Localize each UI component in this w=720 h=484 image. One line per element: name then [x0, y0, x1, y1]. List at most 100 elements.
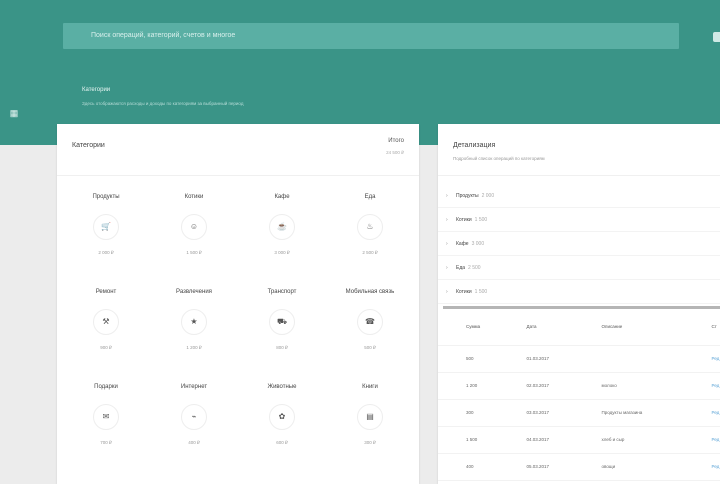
cell-sum: 500	[438, 345, 527, 373]
category-name: Ремонт	[95, 289, 117, 295]
category-value: 1 200 ₽	[186, 345, 202, 350]
star-icon: ★	[181, 309, 207, 335]
cell-desc: молоко	[601, 372, 712, 400]
total-label: Итого	[388, 138, 404, 144]
list-item-sum: 3 000	[471, 240, 485, 247]
category-value: 500 ₽	[364, 345, 376, 350]
category-value: 700 ₽	[100, 440, 112, 445]
phone-icon: ☎	[357, 309, 383, 335]
category-item[interactable]: Котики ☺ 1 500 ₽	[150, 190, 238, 285]
category-name: Книги	[362, 384, 378, 390]
page-subtitle: Здесь отображаются расходы и доходы по к…	[82, 101, 244, 106]
chevron-right-icon: ›	[446, 216, 448, 223]
category-name: Мобильная связь	[345, 289, 395, 295]
category-name: Еда	[364, 194, 376, 200]
cell-date: 03.03.2017	[526, 399, 602, 427]
category-item[interactable]: Транспорт ⛟ 800 ₽	[238, 285, 326, 380]
list-item[interactable]: › Еда 2 500	[438, 256, 720, 280]
category-value: 1 500 ₽	[186, 250, 202, 255]
category-name: Транспорт	[267, 289, 297, 295]
edit-link[interactable]: Ред	[711, 453, 720, 481]
category-item[interactable]: Книги ▤ 300 ₽	[326, 380, 414, 475]
category-name: Кафе	[274, 194, 290, 200]
card-title: Детализация	[453, 142, 496, 149]
cell-date: 02.03.2017	[526, 372, 602, 400]
table-row: 1 200 02.03.2017 молоко Ред	[438, 372, 720, 400]
list-item[interactable]: › Котики 1 500	[438, 280, 720, 304]
list-item[interactable]: › Продукты 2 000	[438, 184, 720, 208]
category-item[interactable]: Интернет ⌁ 400 ₽	[150, 380, 238, 475]
edit-link[interactable]: Ред	[711, 399, 720, 427]
category-item[interactable]: Продукты 🛒 2 000 ₽	[62, 190, 150, 285]
cell-date: 05.03.2017	[526, 453, 602, 481]
cell-desc: хлеб и сыр	[601, 426, 712, 454]
chevron-right-icon: ›	[446, 288, 448, 295]
hammer-icon: ⚒	[93, 309, 119, 335]
card-title: Категории	[72, 142, 105, 149]
category-item[interactable]: Животные ✿ 600 ₽	[238, 380, 326, 475]
table-row: 300 03.03.2017 Продукты магазина Ред	[438, 399, 720, 427]
cell-sum: 1 500	[438, 426, 527, 454]
cell-desc	[601, 345, 712, 373]
card-subtitle: Подробный список операций по категориям	[453, 156, 545, 161]
cell-sum: 300	[438, 399, 527, 427]
category-value: 600 ₽	[276, 440, 288, 445]
edit-link[interactable]: Ред	[711, 345, 720, 373]
table-row: 1 500 04.03.2017 хлеб и сыр Ред	[438, 426, 720, 454]
category-name: Продукты	[92, 194, 120, 200]
chevron-right-icon: ›	[446, 264, 448, 271]
category-value: 300 ₽	[364, 440, 376, 445]
cell-date: 04.03.2017	[526, 426, 602, 454]
cell-desc: Продукты магазина	[601, 399, 712, 427]
book-icon: ▤	[357, 404, 383, 430]
list-item-sum: 2 500	[468, 264, 481, 271]
cart-icon: 🛒	[93, 214, 119, 240]
cell-date: 01.03.2017	[526, 345, 602, 373]
list-item-sum: 1 500	[474, 216, 488, 223]
cup-icon: ☕	[269, 214, 295, 240]
list-item-name: Котики	[456, 216, 472, 223]
chevron-right-icon: ›	[446, 192, 448, 199]
category-item[interactable]: Подарки ✉ 700 ₽	[62, 380, 150, 475]
category-name: Интернет	[180, 384, 208, 390]
header: Поиск операций, категорий, счетов и мног…	[0, 0, 720, 145]
gift-icon: ✉	[93, 404, 119, 430]
wifi-icon: ⌁	[181, 404, 207, 430]
list-item[interactable]: › Котики 1 500	[438, 208, 720, 232]
search-input[interactable]: Поиск операций, категорий, счетов и мног…	[63, 23, 679, 49]
category-item[interactable]: Кафе ☕ 3 000 ₽	[238, 190, 326, 285]
bus-icon: ⛟	[269, 309, 295, 335]
list-item[interactable]: › Кафе 3 000	[438, 232, 720, 256]
menu-icon[interactable]: ▦	[9, 108, 19, 118]
column-header[interactable]: Ст	[711, 309, 720, 346]
edit-link[interactable]: Ред	[711, 426, 720, 454]
category-item[interactable]: Еда ♨ 2 500 ₽	[326, 190, 414, 285]
total-value: 24 500 ₽	[386, 150, 404, 155]
divider	[443, 306, 720, 309]
edit-link[interactable]: Ред	[711, 372, 720, 400]
category-value: 3 000 ₽	[274, 250, 290, 255]
column-header[interactable]: Сумма	[438, 309, 527, 346]
category-name: Подарки	[94, 384, 118, 390]
category-value: 400 ₽	[188, 440, 200, 445]
column-header[interactable]: Описание	[601, 309, 712, 346]
cell-sum: 1 200	[438, 372, 527, 400]
cell-sum: 400	[438, 453, 527, 481]
table-row: 400 05.03.2017 овощи Ред	[438, 453, 720, 481]
user-icon[interactable]	[713, 32, 720, 42]
category-name: Развлечения	[176, 289, 212, 295]
category-item[interactable]: Развлечения ★ 1 200 ₽	[150, 285, 238, 380]
category-value: 800 ₽	[276, 345, 288, 350]
category-item[interactable]: Мобильная связь ☎ 500 ₽	[326, 285, 414, 380]
list-item-name: Котики	[456, 288, 472, 295]
category-name: Животные	[267, 384, 297, 390]
page-title: Категории	[82, 87, 111, 93]
category-value: 2 000 ₽	[98, 250, 114, 255]
category-item[interactable]: Ремонт ⚒ 900 ₽	[62, 285, 150, 380]
details-card: Детализация Подробный список операций по…	[438, 124, 720, 484]
list-item-name: Продукты	[456, 192, 479, 199]
chevron-right-icon: ›	[446, 240, 448, 247]
column-header[interactable]: Дата	[526, 309, 602, 346]
list-item-sum: 2 000	[481, 192, 495, 199]
operations-table: Сумма Дата Описание Ст 500 01.03.2017 Ред 1…	[438, 309, 720, 481]
